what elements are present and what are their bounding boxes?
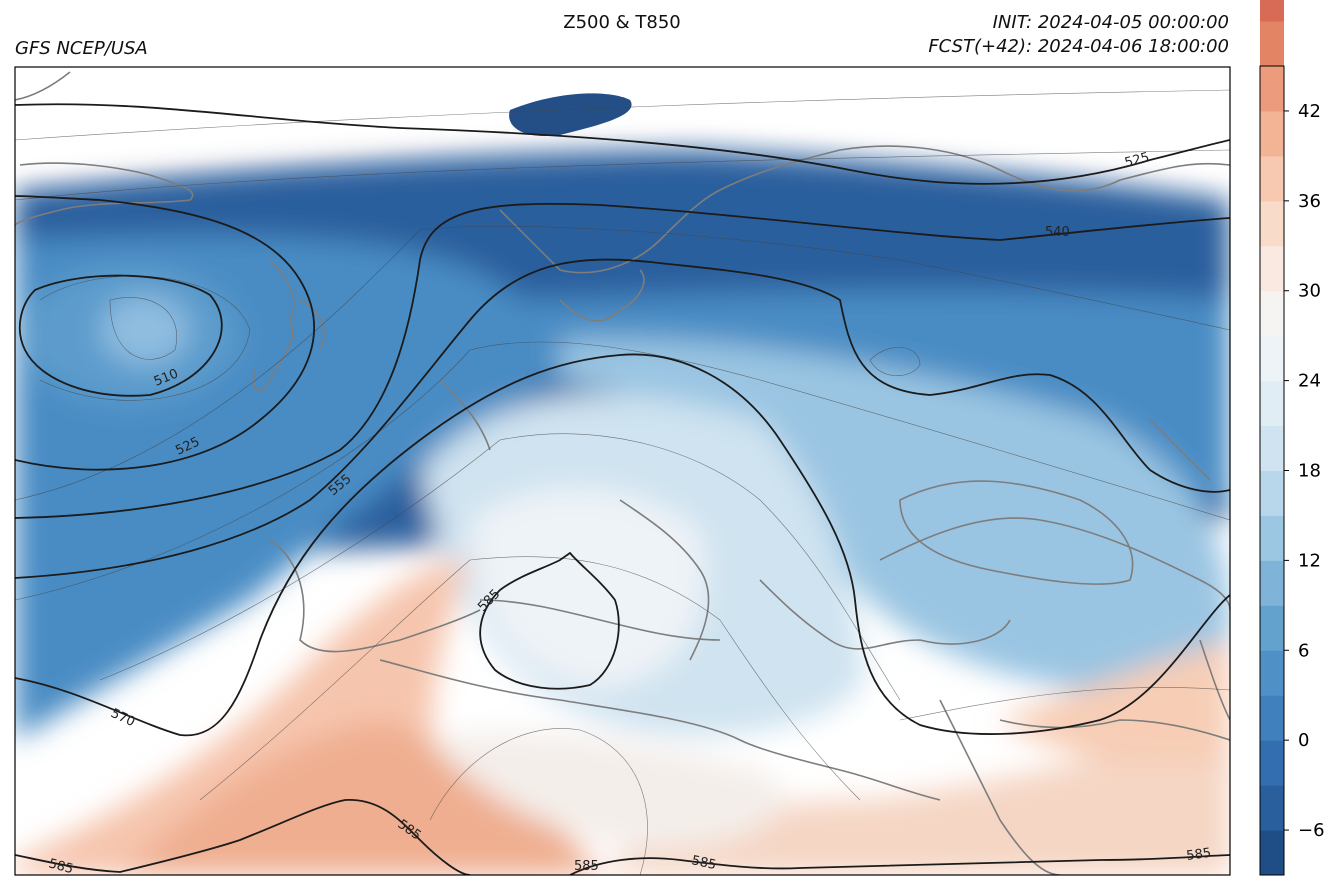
contour-label-585-south-east: 585 — [690, 853, 717, 873]
contour-label-540: 540 — [1045, 225, 1070, 240]
colorbar-tick-label: 36 — [1298, 191, 1321, 212]
colorbar-segment — [1260, 785, 1284, 831]
colorbar-segment — [1260, 0, 1284, 22]
colorbar-segment — [1260, 515, 1284, 561]
colorbar-segment — [1260, 740, 1284, 786]
colorbar-segment — [1260, 380, 1284, 427]
colorbar-tick-label: 12 — [1298, 550, 1321, 571]
colorbar-segment — [1260, 425, 1284, 471]
colorbar-segment — [1260, 470, 1284, 516]
colorbar-segment — [1260, 245, 1284, 292]
model-source-label: GFS NCEP/USA — [15, 38, 148, 59]
contour-label-525-east: 525 — [1123, 150, 1151, 171]
colorbar-segment — [1260, 200, 1284, 247]
colorbar-tick-label: 30 — [1298, 281, 1321, 302]
geopotential-contours — [15, 103, 1230, 875]
colorbar-tick-label: 6 — [1298, 640, 1309, 661]
colorbar-segment — [1260, 155, 1284, 202]
colorbar-tick-label: −6 — [1298, 820, 1325, 841]
colorbar-segment — [1260, 110, 1284, 157]
colorbar-tick-label: 42 — [1298, 101, 1321, 122]
map-frame — [14, 66, 1231, 876]
contour-label-585-south: 585 — [574, 859, 599, 874]
temperature-field — [15, 67, 1230, 875]
colorbar-tick-label: 0 — [1298, 730, 1309, 751]
contour-label-585-east: 585 — [1185, 846, 1212, 864]
init-time-label: INIT: 2024-04-05 00:00:00 — [992, 12, 1229, 33]
chart-title: Z500 & T850 — [563, 12, 681, 33]
colorbar-segment — [1260, 605, 1284, 651]
forecast-time-label: FCST(+42): 2024-04-06 18:00:00 — [928, 36, 1229, 57]
colorbar-segment — [1260, 335, 1284, 382]
colorbar-segment — [1260, 560, 1284, 606]
colorbar-segment — [1260, 21, 1284, 67]
colorbar-segment — [1260, 66, 1284, 112]
colorbar-tick-label: 18 — [1298, 461, 1321, 482]
colorbar-tick-label: 24 — [1298, 371, 1321, 392]
contour-label-585-sw: 585 — [47, 856, 75, 877]
temperature-colorbar: −6 0 6 12 18 24 30 36 42 — [1259, 0, 1325, 876]
colorbar-segment — [1260, 650, 1284, 696]
colorbar-segment — [1260, 695, 1284, 741]
coastlines — [15, 71, 1230, 875]
colorbar-segment — [1260, 830, 1284, 876]
colorbar-segment — [1260, 290, 1284, 337]
